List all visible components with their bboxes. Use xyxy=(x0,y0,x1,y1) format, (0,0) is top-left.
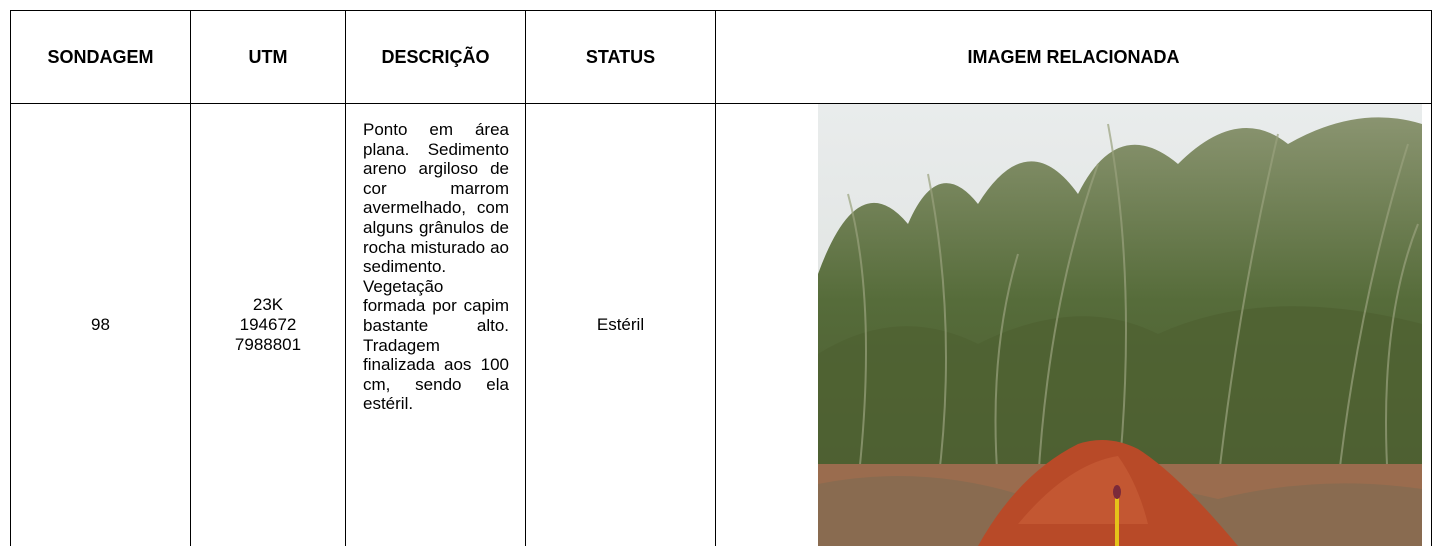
table: SONDAGEM UTM DESCRIÇÃO STATUS IMAGEM REL… xyxy=(10,10,1432,546)
header-cell: DESCRIÇÃO xyxy=(381,46,490,67)
border xyxy=(715,10,716,546)
utm: 23K 194672 7988801 xyxy=(191,104,345,546)
utm-line: 7988801 xyxy=(234,335,302,354)
border xyxy=(190,10,191,546)
description: Ponto em área plana. Sedimento areno arg… xyxy=(363,120,509,414)
header-cell: IMAGEM RELACIONADA xyxy=(967,46,1180,67)
header-cell: STATUS xyxy=(585,46,656,67)
border xyxy=(10,10,11,546)
sondagem: 98 xyxy=(91,315,110,334)
border xyxy=(10,10,1432,11)
border xyxy=(10,103,1432,104)
header-cell: SONDAGEM xyxy=(47,46,154,67)
border xyxy=(345,10,346,546)
border xyxy=(1431,10,1432,546)
status: Estéril xyxy=(596,315,645,334)
border xyxy=(525,10,526,546)
photo xyxy=(818,104,1422,546)
header-cell: UTM xyxy=(248,46,288,67)
utm-line: 194672 xyxy=(239,315,297,334)
utm-line: 23K xyxy=(252,295,284,314)
